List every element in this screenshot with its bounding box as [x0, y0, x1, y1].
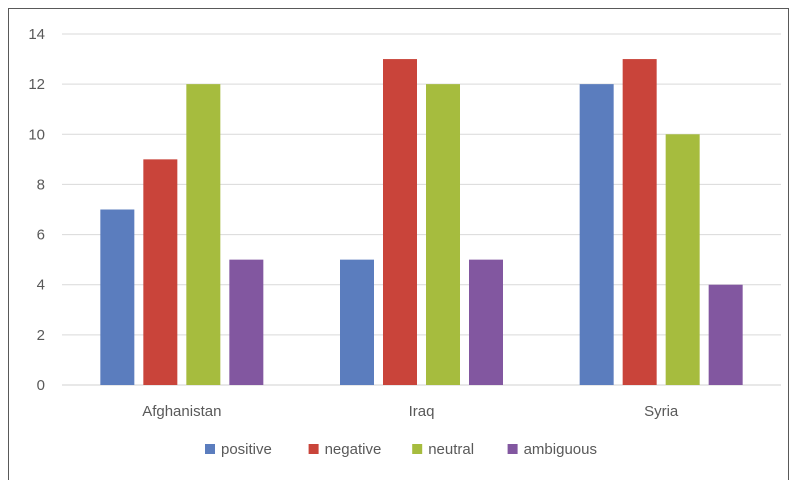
- bar-chart: 0 2 4 6 8 10 12 14 Afghanistan Iraq Syria positiv…: [28, 26, 781, 458]
- legend: positive negative neutral ambiguous: [205, 441, 597, 458]
- y-tick-label: 10: [28, 126, 45, 143]
- bar-neutral: [426, 84, 460, 386]
- legend-label-negative: negative: [325, 441, 382, 458]
- chart-frame: 0 2 4 6 8 10 12 14 Afghanistan Iraq Syria positiv…: [8, 8, 789, 480]
- y-tick-label: 2: [37, 327, 45, 344]
- y-tick-label: 0: [37, 377, 45, 394]
- y-tick-label: 14: [28, 26, 45, 43]
- bar-negative: [383, 59, 417, 385]
- legend-swatch-neutral: [412, 444, 423, 454]
- bar-ambiguous: [469, 259, 503, 385]
- bar-positive: [100, 209, 135, 385]
- x-category-label: Syria: [644, 403, 679, 420]
- bars: [100, 59, 743, 386]
- legend-swatch-ambiguous: [507, 444, 518, 454]
- y-tick-label: 12: [28, 76, 45, 93]
- legend-label-ambiguous: ambiguous: [524, 441, 597, 458]
- x-category-label: Iraq: [409, 403, 435, 420]
- x-category-label: Afghanistan: [142, 403, 221, 420]
- bar-ambiguous: [708, 284, 743, 385]
- bar-positive: [340, 259, 374, 385]
- y-tick-label: 4: [37, 277, 45, 294]
- bar-negative: [622, 59, 657, 385]
- legend-swatch-negative: [308, 444, 319, 454]
- legend-swatch-positive: [205, 444, 215, 454]
- bar-positive: [579, 84, 614, 386]
- legend-label-neutral: neutral: [428, 441, 474, 458]
- bar-ambiguous: [229, 259, 264, 385]
- y-axis-tick-labels: 0 2 4 6 8 10 12 14: [28, 26, 45, 394]
- bar-negative: [143, 159, 178, 385]
- bar-neutral: [665, 134, 700, 385]
- legend-label-positive: positive: [221, 441, 272, 458]
- bar-neutral: [186, 84, 221, 386]
- gridlines: [62, 33, 781, 386]
- x-axis-category-labels: Afghanistan Iraq Syria: [142, 403, 679, 420]
- y-tick-label: 6: [37, 227, 45, 244]
- y-tick-label: 8: [37, 176, 45, 193]
